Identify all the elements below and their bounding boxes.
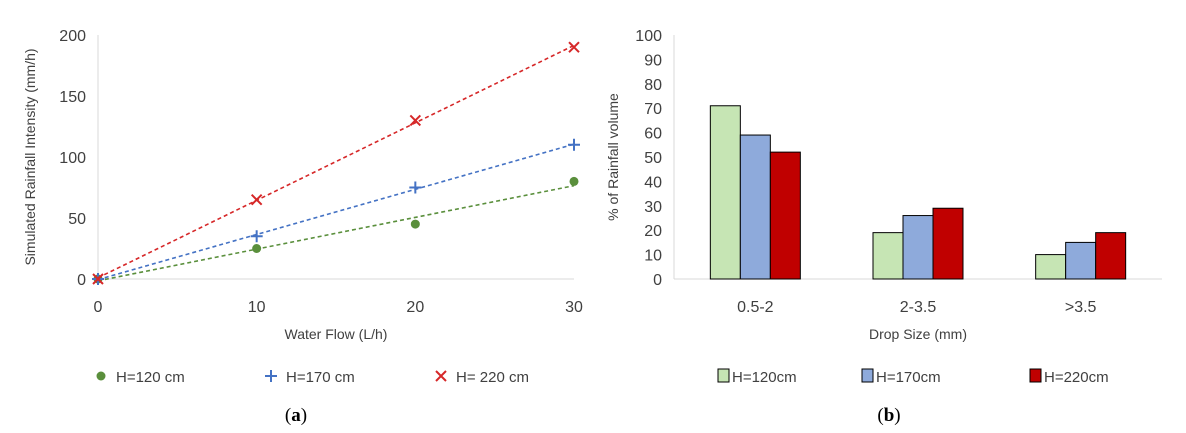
y-tick-label: 80: [644, 77, 662, 94]
data-point-series-0: [411, 220, 420, 229]
bar-0.5-2-series-1: [740, 135, 770, 279]
y-tick-label: 10: [644, 248, 662, 265]
x-tick-label: 0: [94, 299, 103, 316]
x-tick-label: 0.5-2: [737, 299, 774, 316]
bar-2-3.5-series-1: [903, 216, 933, 279]
trendline-0: [98, 186, 574, 281]
legend-label-1: H=170cm: [876, 369, 941, 386]
legend-marker-1: [265, 370, 277, 382]
y-tick-label: 70: [644, 101, 662, 118]
x-tick-label: 2-3.5: [900, 299, 937, 316]
legend-label-0: H=120 cm: [116, 369, 185, 386]
bar-2-3.5-series-2: [933, 208, 963, 279]
bar-0.5-2-series-2: [770, 152, 800, 279]
caption-a: (a): [266, 405, 326, 427]
y-tick-label: 40: [644, 174, 662, 191]
y-tick-label: 100: [635, 28, 662, 45]
caption-b: (b): [859, 405, 919, 427]
y-tick-label: 0: [77, 272, 86, 289]
legend-label-0: H=120cm: [732, 369, 797, 386]
data-point-series-0: [252, 244, 261, 253]
y-axis-title: % of Rainfall volume: [605, 93, 621, 221]
bar-chart: 0 10 20 30 40 50 60 70 80 90 100 0.5-2 2-3.5 >3.5 Drop…: [600, 8, 1178, 400]
y-tick-label: 50: [68, 211, 86, 228]
bar-2-3.5-series-0: [873, 233, 903, 279]
bar->3.5-series-1: [1066, 242, 1096, 279]
legend-label-2: H=220cm: [1044, 369, 1109, 386]
y-tick-label: 200: [59, 28, 86, 45]
legend-swatch-0: [718, 369, 729, 382]
legend-marker-0: [97, 372, 106, 381]
bar-0.5-2-series-0: [710, 106, 740, 279]
y-tick-label: 20: [644, 223, 662, 240]
y-axis-title: Simulated Rainfall Intensity (mm/h): [22, 48, 38, 265]
y-tick-label: 50: [644, 150, 662, 167]
data-point-series-1: [568, 139, 580, 151]
x-tick-label: 10: [248, 299, 266, 316]
scatter-chart: 0 50 100 150 200 0 10 20 30 Water Flow (L/h) Simul…: [8, 8, 592, 400]
chart-panel-b: 0 10 20 30 40 50 60 70 80 90 100 0.5-2 2-3.5 >3.5 Drop…: [600, 8, 1178, 400]
y-tick-label: 0: [653, 272, 662, 289]
legend-swatch-2: [1030, 369, 1041, 382]
x-tick-label: 20: [406, 299, 424, 316]
bar->3.5-series-0: [1036, 255, 1066, 279]
y-tick-label: 60: [644, 126, 662, 143]
trendline-2: [98, 45, 574, 277]
trendline-1: [98, 144, 574, 279]
legend-label-2: H= 220 cm: [456, 369, 529, 386]
y-tick-label: 30: [644, 199, 662, 216]
legend-swatch-1: [862, 369, 873, 382]
x-axis-title: Drop Size (mm): [869, 326, 967, 342]
x-axis-title: Water Flow (L/h): [285, 326, 388, 342]
legend-marker-2: [436, 371, 446, 381]
legend-label-1: H=170 cm: [286, 369, 355, 386]
data-point-series-1: [409, 182, 421, 194]
bar->3.5-series-2: [1096, 233, 1126, 279]
chart-panel-a: 0 50 100 150 200 0 10 20 30 Water Flow (L/h) Simul…: [8, 8, 592, 400]
y-tick-label: 150: [59, 89, 86, 106]
y-tick-label: 90: [644, 52, 662, 69]
y-tick-label: 100: [59, 150, 86, 167]
data-point-series-0: [570, 177, 579, 186]
x-tick-label: 30: [565, 299, 583, 316]
x-tick-label: >3.5: [1065, 299, 1097, 316]
data-point-series-1: [251, 230, 263, 242]
data-point-series-2: [252, 195, 262, 205]
